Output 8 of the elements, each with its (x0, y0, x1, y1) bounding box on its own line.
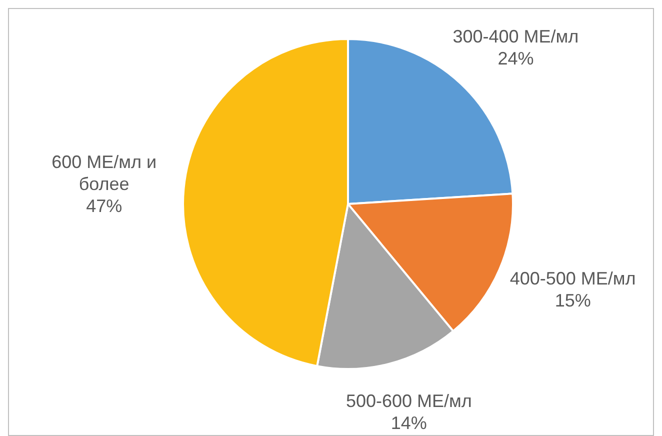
data-label: 24% (498, 48, 534, 68)
slice-label: 500-600 МЕ/мл (346, 391, 472, 412)
slice-label: 300-400 МЕ/мл (452, 26, 579, 46)
data-label: 14% (390, 413, 427, 434)
data-label: 15% (554, 290, 591, 310)
slice-label: 600 МЕ/мл и более (52, 152, 157, 194)
slice-label: 400-500 МЕ/мл (510, 268, 636, 288)
data-label: 47% (86, 196, 122, 216)
